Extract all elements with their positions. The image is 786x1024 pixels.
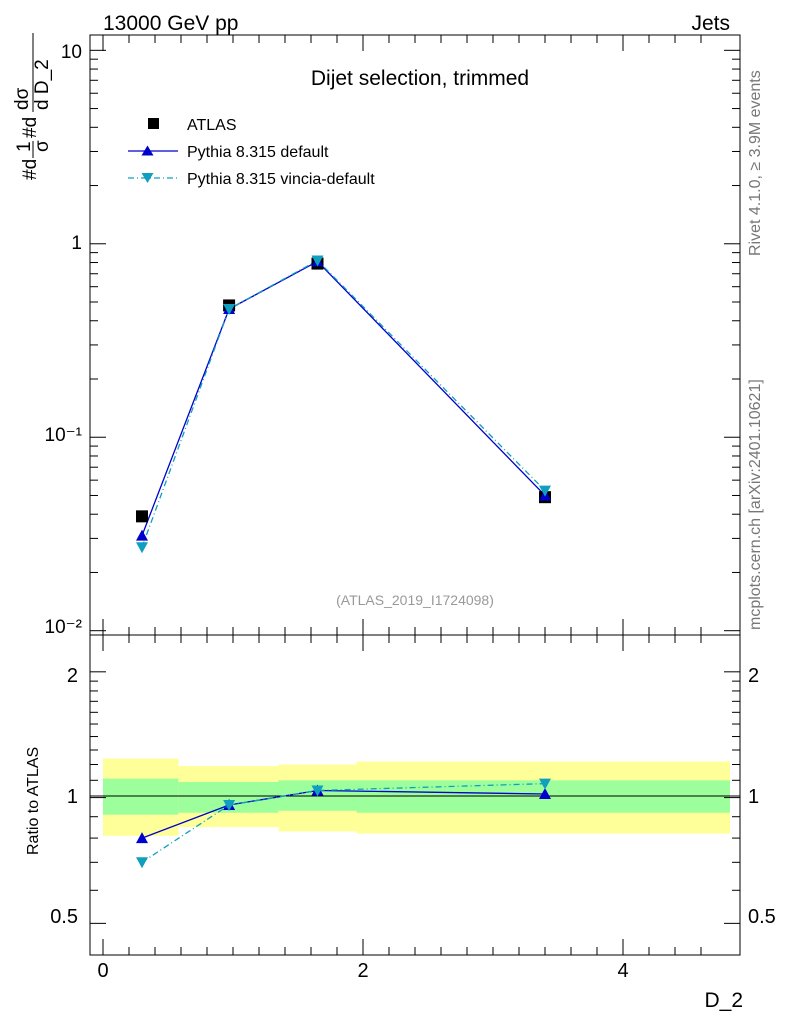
main-ylabel-dD2: d D_2 [32, 59, 53, 110]
main-ticks [90, 35, 740, 635]
ratio-panel: 0.5 1 2 0.5 1 2 0 2 4 Ratio to ATLAS D_2 [25, 634, 776, 1012]
ratio-ytick-label-left-0: 0.5 [50, 906, 78, 928]
legend-marker-default [141, 145, 154, 156]
series-line-2 [141, 259, 546, 548]
ratio-ticks [90, 635, 740, 955]
ratio-ytick-label-right-2: 2 [748, 665, 759, 687]
ratio-point-1 [223, 800, 236, 812]
collision-label: 13000 GeV pp [103, 12, 238, 35]
plot-title: Dijet selection, trimmed [311, 67, 529, 90]
rivet-info: Rivet 4.1.0, ≥ 3.9M events [747, 70, 764, 256]
series-line-1 [141, 260, 546, 536]
data-point-series-2 [311, 255, 324, 267]
main-ylabel: #d 1 σ #d dσ d D_2 [12, 33, 53, 180]
data-point-series-1 [136, 529, 148, 541]
ratio-point-1 [311, 785, 324, 797]
ratio-point-1 [539, 778, 551, 790]
main-ytick-label-3: 10 [61, 42, 82, 63]
main-ylabel-sigma: σ [32, 140, 53, 152]
analysis-watermark: (ATLAS_2019_I1724098) [336, 592, 494, 608]
main-ylabel-one: 1 [14, 141, 35, 152]
data-point-series-2 [223, 304, 236, 316]
ratio-ytick-label-right-1: 1 [748, 786, 759, 808]
legend-label-default: Pythia 8.315 default [187, 144, 329, 161]
legend-marker-atlas [148, 118, 159, 129]
mcplots-credit: mcplots.cern.ch [arXiv:2401.10621] [747, 379, 764, 630]
data-point-series-0 [136, 510, 148, 523]
ratio-line-0 [141, 789, 546, 839]
main-ytick-label-1: 10⁻¹ [45, 425, 83, 446]
main-ytick-label-0: 10⁻² [45, 617, 83, 638]
main-series [136, 255, 551, 554]
ratio-point-0 [136, 832, 148, 844]
category-label: Jets [691, 12, 730, 35]
legend-marker-vincia [141, 173, 154, 183]
x-axis-label: D_2 [704, 989, 743, 1012]
ratio-point-1 [136, 857, 148, 869]
legend-label-vincia: Pythia 8.315 vincia-default [187, 171, 375, 188]
main-tick-labels: 10⁻² 10⁻¹ 1 10 [45, 42, 83, 638]
ratio-tick-labels: 0.5 1 2 0.5 1 2 0 2 4 [50, 665, 776, 982]
ratio-frame [89, 634, 741, 956]
legend-label-atlas: ATLAS [187, 117, 237, 134]
ratio-ytick-label-right-0: 0.5 [748, 906, 776, 928]
ratio-series [136, 778, 551, 869]
main-ylabel-d2: #d [20, 117, 41, 138]
ratio-line-1 [141, 782, 546, 863]
legend: ATLAS Pythia 8.315 default Pythia 8.315 … [128, 117, 375, 188]
data-point-series-2 [539, 485, 551, 497]
uncertainty-band-stat [103, 778, 179, 815]
ratio-point-0 [539, 788, 551, 800]
xtick-label-0: 0 [97, 960, 108, 982]
xtick-label-2: 4 [617, 960, 628, 982]
ratio-ytick-label-left-1: 1 [67, 786, 78, 808]
ratio-bands [103, 758, 730, 836]
main-ytick-label-2: 1 [71, 233, 82, 254]
main-ylabel-d1: #d [20, 159, 41, 180]
ratio-ytick-label-left-2: 2 [67, 665, 78, 687]
xtick-label-1: 2 [357, 960, 368, 982]
main-ylabel-dsigma: dσ [12, 87, 33, 110]
ratio-ylabel: Ratio to ATLAS [25, 747, 42, 855]
data-point-series-2 [136, 542, 148, 554]
